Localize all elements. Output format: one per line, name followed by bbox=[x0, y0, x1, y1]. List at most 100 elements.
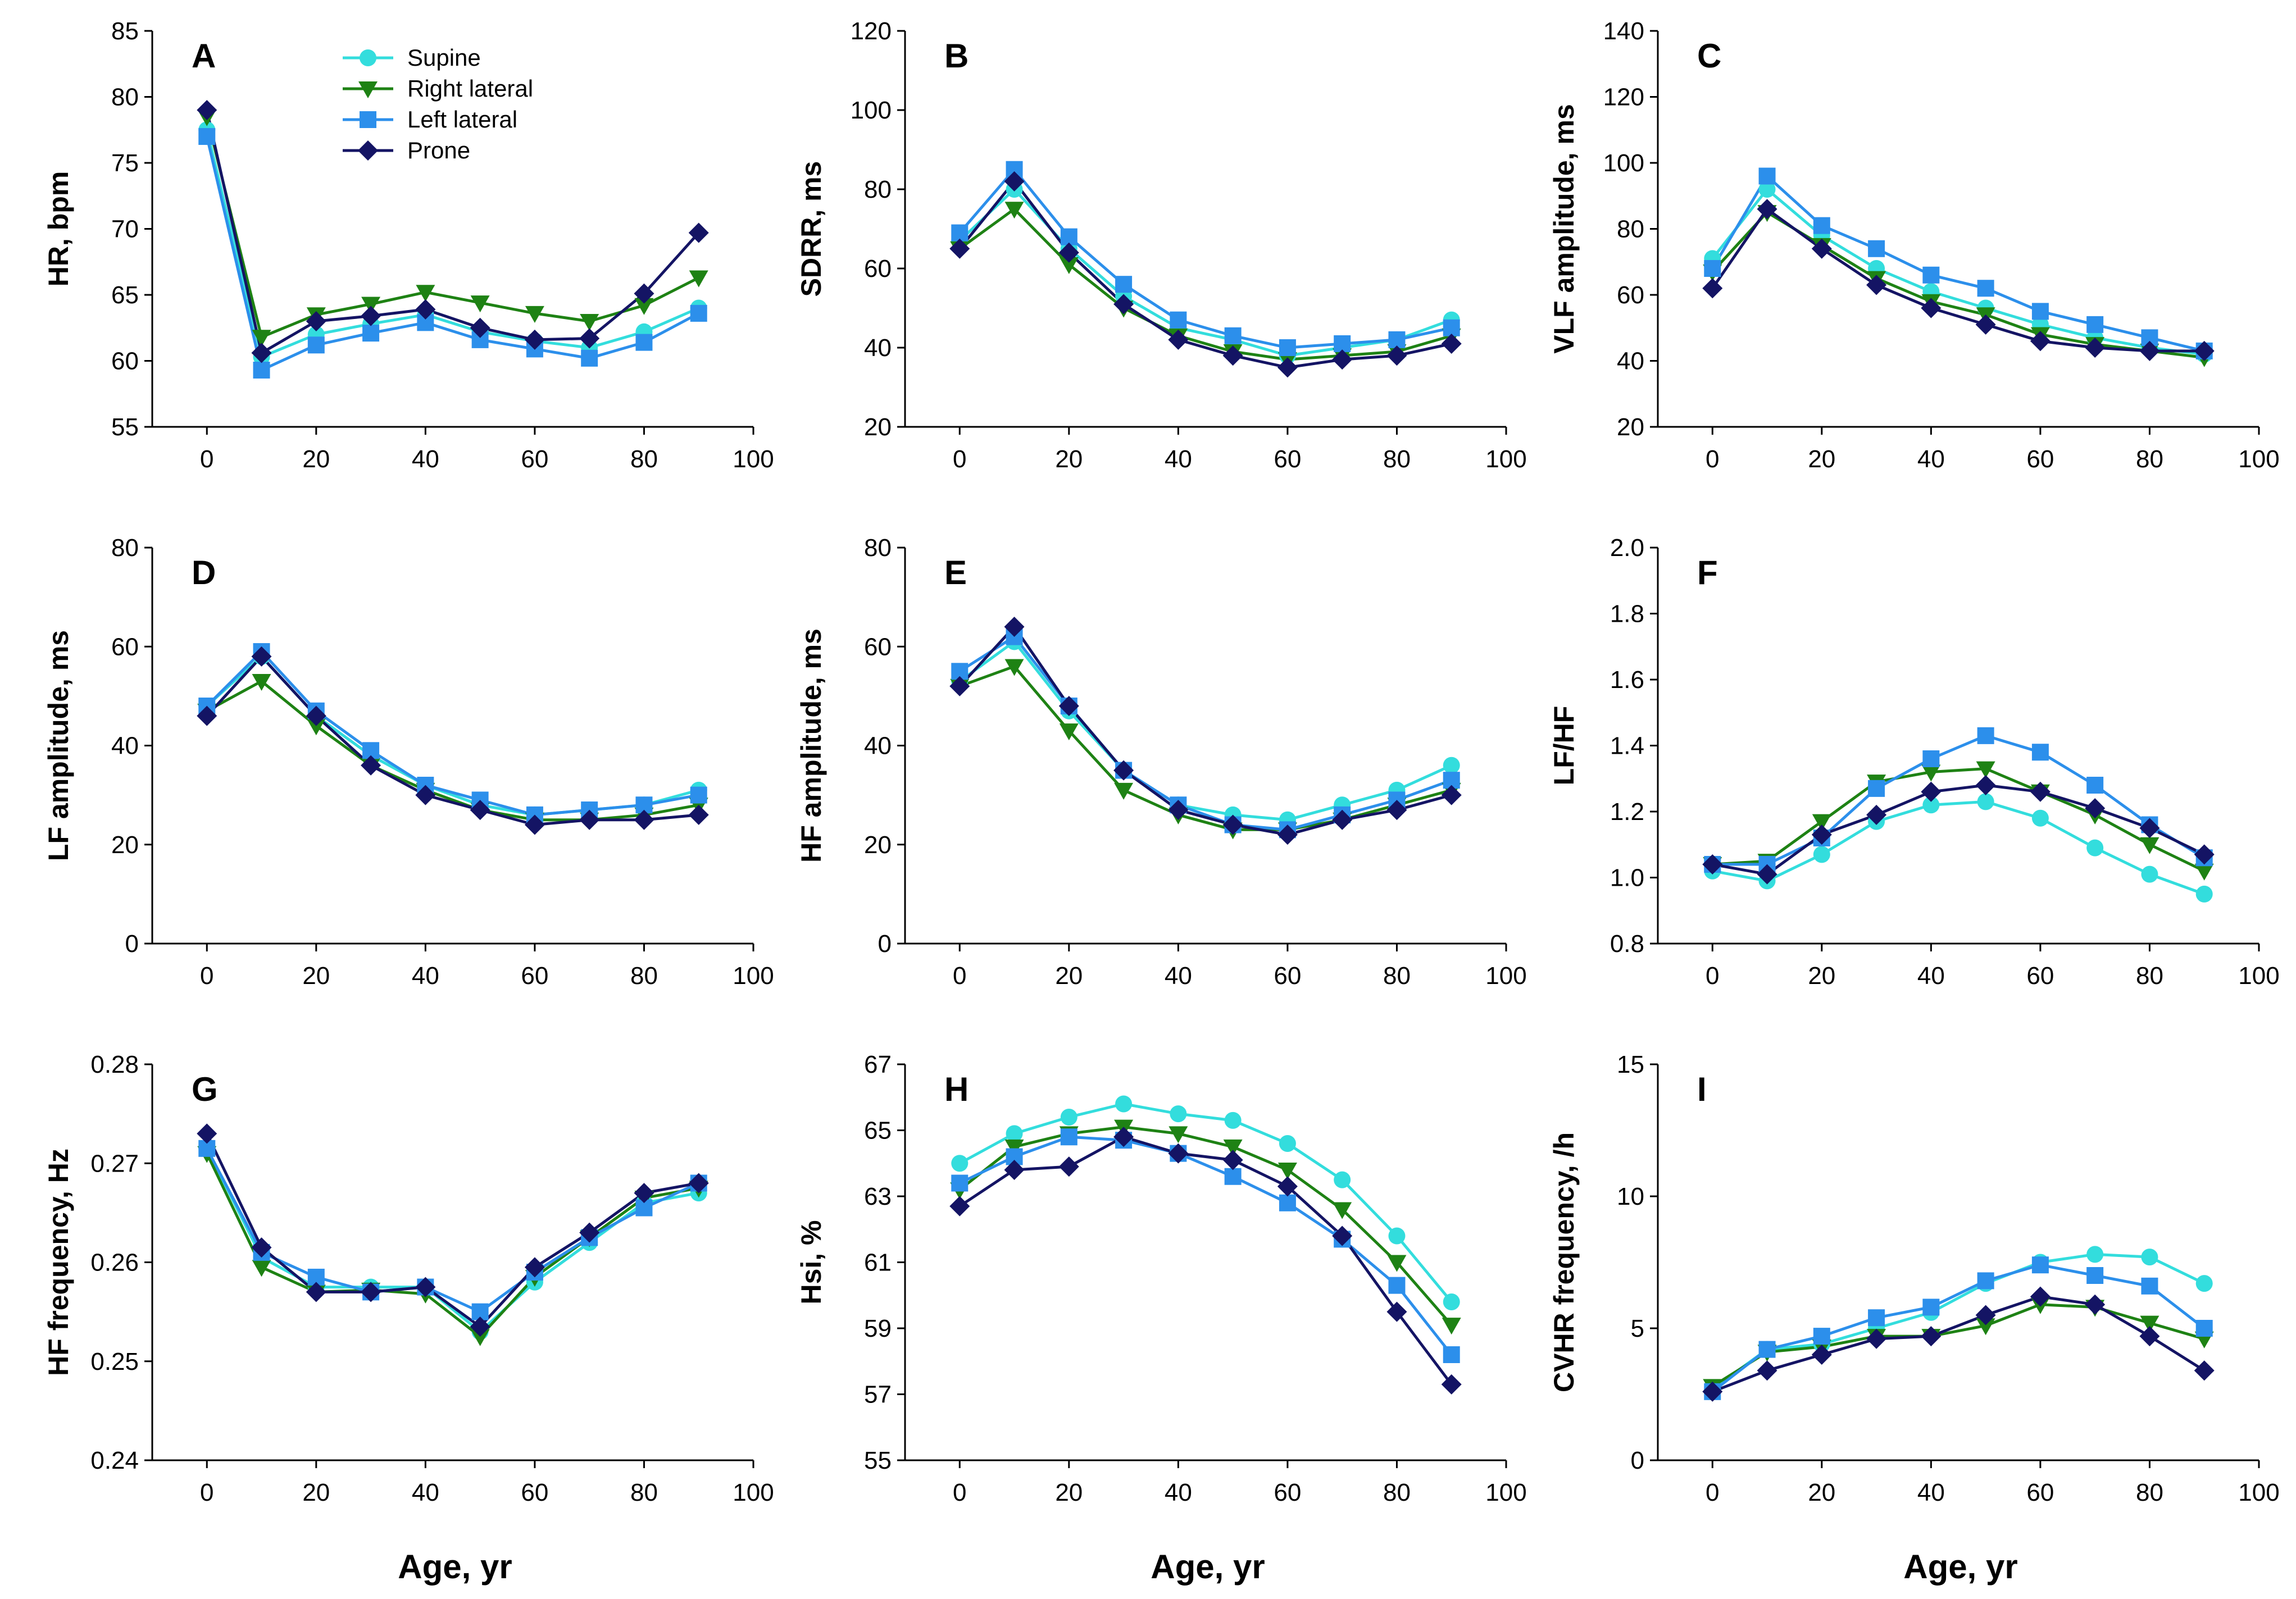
y-tick-label: 60 bbox=[111, 348, 139, 375]
data-point-supine bbox=[2031, 809, 2049, 827]
series-line-prone bbox=[1712, 783, 2205, 876]
panel-a: 55 60 65 70 75 80 85 0 20 40 60 80 100 HR, bpm A bbox=[43, 17, 774, 473]
y-tick-label: 140 bbox=[1603, 17, 1644, 45]
series-line-left-lateral bbox=[206, 650, 699, 817]
series-line-supine bbox=[206, 655, 699, 817]
data-point-prone bbox=[1168, 1143, 1189, 1164]
data-point-supine bbox=[1170, 1105, 1187, 1123]
data-point-left-lateral bbox=[1977, 727, 1994, 744]
data-point-left-lateral bbox=[690, 786, 707, 804]
series-line-right-lateral bbox=[205, 116, 699, 339]
data-point-prone bbox=[415, 785, 436, 805]
data-point-right-lateral bbox=[1004, 1139, 1024, 1156]
panel-b: 20 40 60 80 100 120 0 20 40 60 80 100 SDRR, ms B bbox=[795, 17, 1527, 473]
y-tick-label: 80 bbox=[1617, 216, 1644, 243]
data-point-prone bbox=[1975, 1305, 1996, 1325]
y-tick-label: 0.8 bbox=[1610, 930, 1644, 958]
data-point-right-lateral bbox=[2140, 1315, 2159, 1333]
data-point-left-lateral bbox=[1813, 217, 1830, 234]
data-point-left-lateral bbox=[1388, 1277, 1406, 1294]
x-tick-label: 20 bbox=[302, 445, 330, 473]
data-point-prone bbox=[949, 676, 970, 696]
series-points-prone bbox=[1702, 199, 2215, 361]
panel-label-h: H bbox=[944, 1070, 969, 1108]
panel-label-e: E bbox=[944, 554, 967, 591]
series-line-left-lateral bbox=[959, 1135, 1453, 1356]
series-line-prone bbox=[1712, 1295, 2206, 1393]
y-tick-label: 1.6 bbox=[1610, 666, 1644, 694]
series-points-left-lateral bbox=[1704, 167, 2213, 359]
x-tick-label: 0 bbox=[200, 1479, 213, 1506]
series-line-supine bbox=[1711, 1252, 2205, 1391]
data-point-prone bbox=[1004, 171, 1025, 192]
series-line-right-lateral bbox=[1711, 211, 2204, 359]
x-tick-label: 0 bbox=[953, 1479, 966, 1506]
panel-f: 0.8 1.0 1.2 1.4 1.6 1.8 2.0 0 20 40 60 80 100 LF/HF F bbox=[1548, 534, 2280, 990]
data-point-supine bbox=[1279, 1135, 1296, 1152]
series-points-prone bbox=[949, 617, 1462, 845]
y-axis-title: LF/HF bbox=[1548, 706, 1580, 786]
x-axis-title-col1: Age, yr bbox=[398, 1548, 512, 1586]
data-point-prone bbox=[1058, 242, 1079, 263]
data-point-prone bbox=[1811, 824, 1832, 845]
data-point-right-lateral bbox=[1059, 257, 1079, 274]
series-points-prone bbox=[197, 100, 709, 363]
legend-marker bbox=[360, 111, 376, 128]
data-point-left-lateral bbox=[581, 349, 598, 367]
x-tick-label: 60 bbox=[1274, 445, 1301, 473]
data-point-supine bbox=[1060, 1109, 1077, 1126]
data-point-prone bbox=[634, 283, 654, 304]
data-point-right-lateral bbox=[1004, 202, 1024, 219]
x-tick-label: 40 bbox=[412, 1479, 439, 1506]
y-tick-label: 20 bbox=[1617, 413, 1644, 441]
data-point-prone bbox=[1332, 1226, 1353, 1246]
data-point-supine bbox=[2195, 885, 2213, 903]
x-tick-label: 60 bbox=[521, 445, 548, 473]
data-point-right-lateral bbox=[416, 285, 435, 302]
y-tick-label: 40 bbox=[111, 732, 139, 760]
data-point-left-lateral bbox=[690, 304, 707, 322]
series-line-prone bbox=[958, 625, 1452, 836]
data-point-left-lateral bbox=[1224, 327, 1242, 344]
y-tick-label: 40 bbox=[864, 334, 892, 362]
x-tick-label: 100 bbox=[2238, 1479, 2279, 1506]
series-points-left-lateral bbox=[198, 128, 707, 379]
data-point-prone bbox=[197, 705, 217, 726]
y-tick-label: 1.0 bbox=[1610, 864, 1644, 892]
x-tick-label: 40 bbox=[412, 962, 439, 990]
legend-marker bbox=[358, 140, 378, 161]
x-tick-label: 20 bbox=[1055, 445, 1083, 473]
data-point-right-lateral bbox=[252, 1260, 271, 1277]
legend-item-left-lateral: Left lateral bbox=[343, 106, 517, 133]
legend-label: Right lateral bbox=[407, 75, 533, 102]
series-line-left-lateral bbox=[958, 635, 1452, 831]
series-line-right-lateral bbox=[958, 1126, 1453, 1326]
data-point-prone bbox=[1277, 824, 1298, 845]
x-tick-label: 0 bbox=[200, 445, 213, 473]
data-point-prone bbox=[306, 311, 326, 331]
data-point-right-lateral bbox=[1114, 782, 1134, 800]
x-tick-label: 100 bbox=[2238, 445, 2279, 473]
data-point-right-lateral bbox=[1812, 814, 1831, 831]
series-line-left-lateral bbox=[958, 168, 1452, 349]
y-tick-label: 1.4 bbox=[1610, 732, 1644, 760]
series-points-prone bbox=[197, 1123, 709, 1337]
data-point-supine bbox=[1388, 1227, 1406, 1245]
panel-label-i: I bbox=[1697, 1070, 1707, 1108]
data-point-right-lateral bbox=[1169, 1126, 1188, 1144]
data-point-prone bbox=[2085, 1294, 2106, 1315]
data-point-supine bbox=[1443, 1293, 1460, 1310]
panel-d: 0 20 40 60 80 0 20 40 60 80 100 LF amplitude, ms D bbox=[43, 534, 774, 990]
x-tick-label: 0 bbox=[953, 445, 966, 473]
data-point-left-lateral bbox=[2031, 1256, 2049, 1274]
data-point-right-lateral bbox=[525, 306, 544, 323]
y-tick-label: 5 bbox=[1631, 1315, 1644, 1342]
data-point-left-lateral bbox=[951, 1174, 969, 1192]
legend: Supine Right lateral Left lateral Prone bbox=[343, 44, 533, 163]
data-point-prone bbox=[306, 705, 326, 726]
data-point-prone bbox=[1222, 814, 1243, 835]
y-tick-label: 0.24 bbox=[90, 1447, 139, 1474]
x-tick-label: 60 bbox=[1274, 962, 1301, 990]
data-point-supine bbox=[951, 1155, 969, 1172]
data-point-prone bbox=[524, 814, 545, 835]
